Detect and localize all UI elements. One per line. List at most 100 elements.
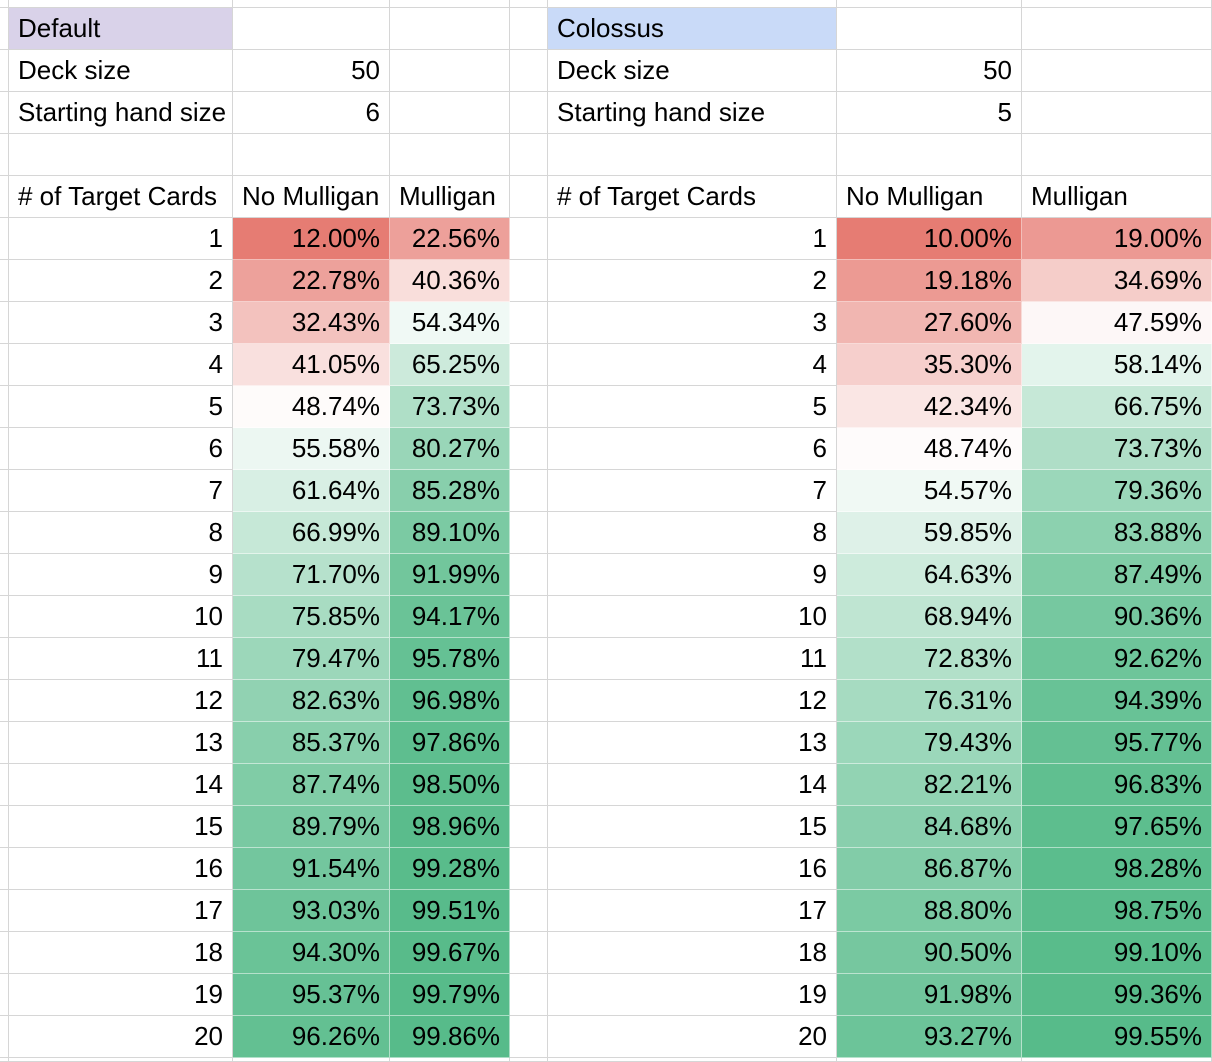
empty-cell[interactable] [510, 134, 548, 176]
empty-cell[interactable] [510, 680, 548, 722]
cell-colossus-r7-no-mulligan[interactable]: 54.57% [837, 470, 1022, 512]
empty-cell[interactable] [510, 638, 548, 680]
cell-default-r20-mulligan[interactable]: 99.86% [390, 1016, 510, 1058]
empty-cell[interactable] [1022, 92, 1212, 134]
cell-default-r8-mulligan[interactable]: 89.10% [390, 512, 510, 554]
cell-colossus-r4-mulligan[interactable]: 58.14% [1022, 344, 1212, 386]
cell-default-r8-no-mulligan[interactable]: 66.99% [233, 512, 390, 554]
empty-cell[interactable] [390, 8, 510, 50]
cell-colossus-r19-no-mulligan[interactable]: 91.98% [837, 974, 1022, 1016]
cell-colossus-r6-mulligan[interactable]: 73.73% [1022, 428, 1212, 470]
cell-colossus-r2-no-mulligan[interactable]: 19.18% [837, 260, 1022, 302]
cell-colossus-r1-mulligan[interactable]: 19.00% [1022, 218, 1212, 260]
empty-cell[interactable] [510, 8, 548, 50]
cell-colossus-r8-mulligan[interactable]: 83.88% [1022, 512, 1212, 554]
cell-colossus-r9-target-cards[interactable]: 9 [548, 554, 837, 596]
empty-cell[interactable] [510, 386, 548, 428]
col-header-default-mulligan[interactable]: Mulligan [390, 176, 510, 218]
cell-default-r19-mulligan[interactable]: 99.79% [390, 974, 510, 1016]
empty-cell[interactable] [510, 470, 548, 512]
cell-default-r14-target-cards[interactable]: 14 [9, 764, 233, 806]
colossus-starting-hand-size-label[interactable]: Starting hand size [548, 92, 837, 134]
cell-default-r5-target-cards[interactable]: 5 [9, 386, 233, 428]
cell-colossus-r15-target-cards[interactable]: 15 [548, 806, 837, 848]
cell-default-r16-target-cards[interactable]: 16 [9, 848, 233, 890]
empty-cell[interactable] [510, 218, 548, 260]
cell-default-r3-no-mulligan[interactable]: 32.43% [233, 302, 390, 344]
empty-cell[interactable] [510, 512, 548, 554]
empty-cell[interactable] [510, 932, 548, 974]
col-header-colossus-mulligan[interactable]: Mulligan [1022, 176, 1212, 218]
colossus-starting-hand-size-value[interactable]: 5 [837, 92, 1022, 134]
cell-colossus-r5-target-cards[interactable]: 5 [548, 386, 837, 428]
empty-cell[interactable] [837, 8, 1022, 50]
cell-colossus-r10-target-cards[interactable]: 10 [548, 596, 837, 638]
cell-default-r9-no-mulligan[interactable]: 71.70% [233, 554, 390, 596]
cell-colossus-r12-target-cards[interactable]: 12 [548, 680, 837, 722]
cell-default-r18-no-mulligan[interactable]: 94.30% [233, 932, 390, 974]
cell-colossus-r6-target-cards[interactable]: 6 [548, 428, 837, 470]
cell-colossus-r19-target-cards[interactable]: 19 [548, 974, 837, 1016]
colossus-deck-size-label[interactable]: Deck size [548, 50, 837, 92]
cell-colossus-r9-mulligan[interactable]: 87.49% [1022, 554, 1212, 596]
cell-default-r19-no-mulligan[interactable]: 95.37% [233, 974, 390, 1016]
cell-colossus-r16-no-mulligan[interactable]: 86.87% [837, 848, 1022, 890]
cell-default-r8-target-cards[interactable]: 8 [9, 512, 233, 554]
cell-colossus-r20-mulligan[interactable]: 99.55% [1022, 1016, 1212, 1058]
cell-colossus-r4-target-cards[interactable]: 4 [548, 344, 837, 386]
empty-cell[interactable] [510, 344, 548, 386]
cell-colossus-r3-mulligan[interactable]: 47.59% [1022, 302, 1212, 344]
col-header-default-num-of-target-cards[interactable]: # of Target Cards [9, 176, 233, 218]
cell-colossus-r16-mulligan[interactable]: 98.28% [1022, 848, 1212, 890]
empty-cell[interactable] [510, 428, 548, 470]
cell-default-r15-target-cards[interactable]: 15 [9, 806, 233, 848]
cell-colossus-r14-target-cards[interactable]: 14 [548, 764, 837, 806]
cell-default-r17-target-cards[interactable]: 17 [9, 890, 233, 932]
table-title-colossus[interactable]: Colossus [548, 8, 837, 50]
cell-default-r6-target-cards[interactable]: 6 [9, 428, 233, 470]
cell-colossus-r17-target-cards[interactable]: 17 [548, 890, 837, 932]
cell-default-r15-mulligan[interactable]: 98.96% [390, 806, 510, 848]
cell-default-r7-target-cards[interactable]: 7 [9, 470, 233, 512]
cell-colossus-r5-mulligan[interactable]: 66.75% [1022, 386, 1212, 428]
cell-default-r2-mulligan[interactable]: 40.36% [390, 260, 510, 302]
cell-default-r10-no-mulligan[interactable]: 75.85% [233, 596, 390, 638]
cell-default-r3-mulligan[interactable]: 54.34% [390, 302, 510, 344]
cell-colossus-r15-mulligan[interactable]: 97.65% [1022, 806, 1212, 848]
empty-cell[interactable] [510, 890, 548, 932]
cell-colossus-r18-target-cards[interactable]: 18 [548, 932, 837, 974]
cell-colossus-r13-no-mulligan[interactable]: 79.43% [837, 722, 1022, 764]
cell-default-r13-target-cards[interactable]: 13 [9, 722, 233, 764]
col-header-colossus-num-of-target-cards[interactable]: # of Target Cards [548, 176, 837, 218]
cell-colossus-r10-no-mulligan[interactable]: 68.94% [837, 596, 1022, 638]
cell-default-r5-no-mulligan[interactable]: 48.74% [233, 386, 390, 428]
empty-cell[interactable] [510, 554, 548, 596]
cell-colossus-r8-no-mulligan[interactable]: 59.85% [837, 512, 1022, 554]
cell-default-r6-no-mulligan[interactable]: 55.58% [233, 428, 390, 470]
cell-default-r7-no-mulligan[interactable]: 61.64% [233, 470, 390, 512]
cell-default-r2-target-cards[interactable]: 2 [9, 260, 233, 302]
cell-default-r12-no-mulligan[interactable]: 82.63% [233, 680, 390, 722]
cell-colossus-r13-target-cards[interactable]: 13 [548, 722, 837, 764]
empty-cell[interactable] [9, 134, 233, 176]
cell-colossus-r2-mulligan[interactable]: 34.69% [1022, 260, 1212, 302]
cell-colossus-r20-no-mulligan[interactable]: 93.27% [837, 1016, 1022, 1058]
cell-default-r10-target-cards[interactable]: 10 [9, 596, 233, 638]
cell-default-r18-mulligan[interactable]: 99.67% [390, 932, 510, 974]
empty-cell[interactable] [233, 134, 390, 176]
cell-default-r13-mulligan[interactable]: 97.86% [390, 722, 510, 764]
empty-cell[interactable] [510, 722, 548, 764]
cell-default-r14-no-mulligan[interactable]: 87.74% [233, 764, 390, 806]
cell-colossus-r17-no-mulligan[interactable]: 88.80% [837, 890, 1022, 932]
cell-colossus-r12-no-mulligan[interactable]: 76.31% [837, 680, 1022, 722]
cell-colossus-r13-mulligan[interactable]: 95.77% [1022, 722, 1212, 764]
cell-colossus-r5-no-mulligan[interactable]: 42.34% [837, 386, 1022, 428]
cell-default-r18-target-cards[interactable]: 18 [9, 932, 233, 974]
empty-cell[interactable] [390, 134, 510, 176]
empty-cell[interactable] [548, 134, 837, 176]
cell-colossus-r17-mulligan[interactable]: 98.75% [1022, 890, 1212, 932]
cell-default-r9-target-cards[interactable]: 9 [9, 554, 233, 596]
cell-default-r16-no-mulligan[interactable]: 91.54% [233, 848, 390, 890]
empty-cell[interactable] [510, 50, 548, 92]
cell-colossus-r1-target-cards[interactable]: 1 [548, 218, 837, 260]
